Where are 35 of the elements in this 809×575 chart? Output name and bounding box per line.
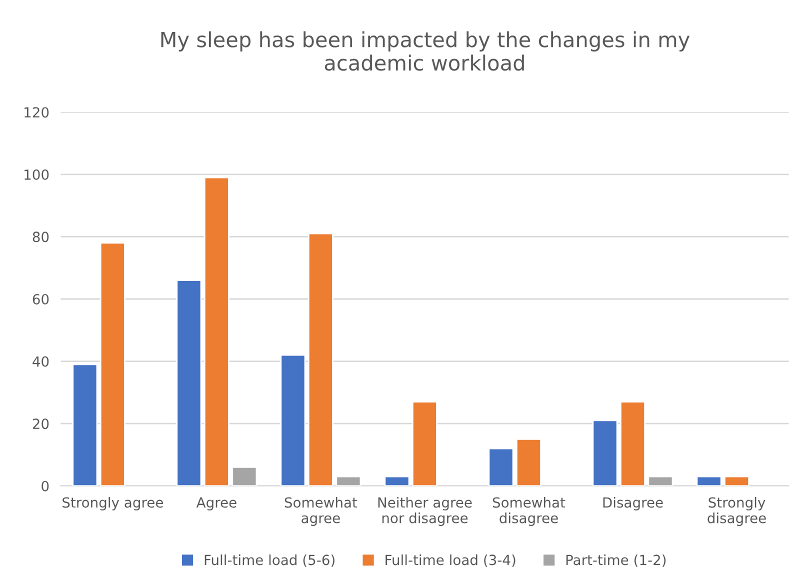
bar [176, 280, 202, 486]
x-tick-label: Neither agree nor disagree [378, 496, 472, 526]
bar [232, 466, 258, 486]
y-tick-label: 20 [32, 418, 49, 430]
x-tick-label: Agree [196, 497, 236, 510]
bar [648, 476, 674, 486]
bar [412, 401, 438, 486]
bar [204, 176, 230, 486]
bar [696, 476, 722, 486]
legend-label: Part-time (1-2) [566, 554, 666, 567]
y-tick-label: 0 [42, 480, 49, 492]
x-tick-label: Disagree [603, 496, 663, 510]
bar [620, 401, 646, 486]
bar [100, 242, 126, 486]
y-tick-label: 120 [24, 107, 49, 118]
bar [592, 420, 618, 486]
bar [516, 438, 542, 486]
y-tick-label: 40 [32, 356, 49, 367]
x-tick-label: Somewhat disagree [492, 496, 566, 526]
x-tick-label: Strongly disagree [708, 496, 766, 526]
bar [72, 364, 98, 486]
bar [384, 476, 410, 486]
x-tick-label: Somewhat agree [284, 496, 358, 526]
y-tick-label: 60 [32, 294, 49, 304]
y-tick-label: 80 [32, 232, 49, 242]
y-tick-label: 100 [24, 169, 49, 180]
chart-title: My sleep has been impacted by the changes in my academic workload [161, 31, 690, 71]
legend-label: Full-time load (3-4) [386, 554, 516, 567]
bar [308, 232, 334, 486]
legend-label: Full-time load (5-6) [204, 554, 334, 567]
bar [280, 354, 306, 486]
bar [724, 476, 750, 486]
bar [336, 476, 362, 486]
x-tick-label: Strongly agree [62, 496, 163, 510]
bar [488, 448, 514, 486]
